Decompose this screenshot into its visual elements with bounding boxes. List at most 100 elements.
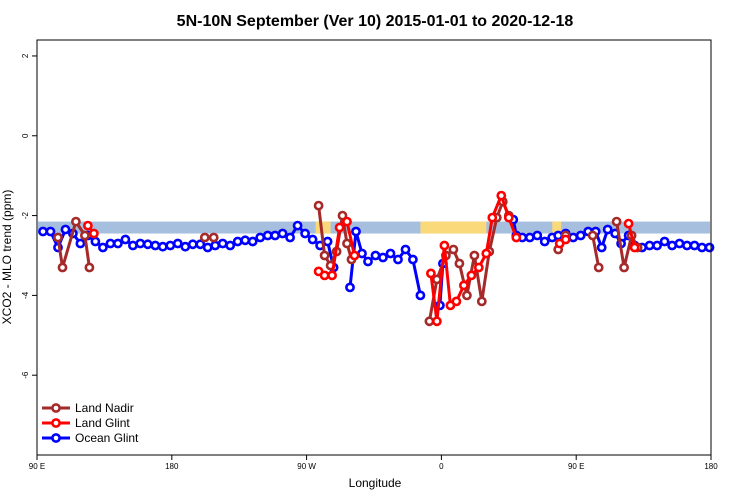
data-point [629, 242, 640, 253]
land-band-segment [552, 221, 562, 234]
series-line [591, 235, 601, 268]
data-point [623, 218, 634, 229]
data-point [300, 228, 310, 239]
data-point [568, 232, 579, 243]
land-band-segment [315, 221, 331, 234]
data-point [451, 296, 462, 307]
data-point [255, 232, 266, 243]
data-point [553, 230, 564, 241]
data-point [225, 240, 236, 251]
data-point [481, 248, 492, 259]
data-point [415, 290, 426, 301]
data-point [337, 210, 348, 221]
x-tick-label: 0 [439, 462, 444, 471]
data-point [345, 282, 355, 293]
data-point [105, 238, 116, 249]
data-point [307, 234, 318, 245]
data-point [349, 250, 360, 261]
data-point [611, 216, 622, 227]
data-point [150, 240, 161, 251]
data-point [602, 224, 613, 235]
data-point [240, 235, 251, 246]
data-point [524, 232, 535, 243]
data-point [45, 226, 56, 237]
data-point [232, 236, 243, 247]
data-point [407, 254, 418, 265]
data-point [454, 258, 465, 269]
data-point [342, 238, 352, 249]
data-point [674, 238, 685, 249]
data-point [98, 242, 108, 253]
data-point [172, 238, 183, 249]
data-point [469, 250, 480, 261]
data-point [135, 238, 146, 249]
data-point [644, 240, 655, 251]
series-land-glint [83, 190, 640, 327]
legend-label: Land Glint [75, 416, 130, 430]
data-point [425, 268, 436, 279]
y-tick-label: -4 [21, 291, 30, 299]
data-point [511, 232, 522, 243]
x-tick-label: 90 E [568, 462, 584, 471]
legend-swatch-marker [51, 403, 61, 413]
data-point [659, 236, 670, 247]
data-point [461, 290, 472, 301]
legend-label: Ocean Glint [75, 431, 139, 445]
data-point [208, 232, 219, 243]
data-point [667, 240, 677, 251]
data-point [400, 244, 411, 255]
data-point [113, 238, 123, 249]
data-point [652, 240, 662, 251]
data-point [90, 236, 101, 247]
data-point [476, 296, 487, 307]
data-point [619, 262, 629, 273]
data-point [127, 240, 138, 251]
data-point [697, 242, 707, 253]
y-tick-label: 0 [21, 133, 30, 138]
data-point [473, 262, 484, 273]
data-point [575, 230, 586, 241]
data-point [327, 270, 337, 281]
land-band-segment [420, 221, 487, 234]
legend-swatch-marker [51, 433, 61, 443]
x-axis: 90 E 180 90 W 0 90 E 180 [29, 455, 718, 471]
data-point [157, 241, 168, 252]
data-point [120, 234, 131, 245]
y-axis: 2 0 -2 -4 -6 [21, 53, 37, 379]
x-tick-label: 90 W [297, 462, 316, 471]
data-point [487, 212, 498, 223]
data-point [466, 270, 477, 281]
data-point [704, 242, 715, 253]
data-point [424, 316, 435, 327]
data-point [393, 254, 403, 265]
x-tick-label: 180 [704, 462, 718, 471]
data-point [560, 234, 571, 245]
data-point [285, 232, 295, 243]
series-line [348, 230, 422, 296]
data-point [334, 222, 345, 233]
data-point [199, 232, 210, 243]
y-tick-label: 2 [21, 53, 30, 58]
data-point [431, 316, 442, 327]
data-point [587, 230, 598, 241]
data-point [319, 270, 330, 281]
data-point [165, 240, 176, 251]
data-point [187, 239, 198, 250]
data-point [596, 242, 607, 253]
data-point [142, 239, 153, 250]
data-point [180, 241, 191, 252]
data-point [532, 230, 543, 241]
data-point [292, 220, 303, 231]
y-axis-label: XCO2 - MLO trend (ppm) [0, 190, 14, 325]
x-axis-label: Longitude [349, 476, 402, 490]
data-point [38, 226, 48, 237]
data-point [202, 242, 213, 253]
data-point [80, 230, 90, 241]
data-point [385, 248, 396, 259]
x-tick-label: 90 E [29, 462, 45, 471]
data-point [60, 224, 71, 235]
y-tick-label: -2 [21, 211, 30, 219]
data-point [439, 240, 450, 251]
data-point [357, 248, 367, 259]
data-point [210, 240, 221, 251]
